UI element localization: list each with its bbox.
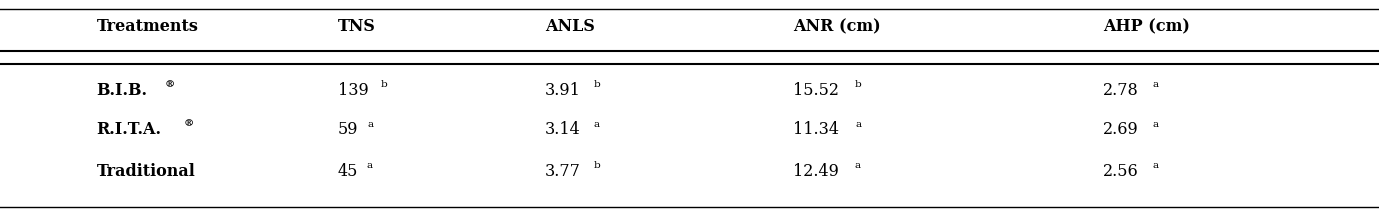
Text: 11.34: 11.34 [793, 121, 838, 138]
Text: b: b [594, 80, 600, 89]
Text: ®: ® [165, 80, 175, 89]
Text: 2.78: 2.78 [1103, 82, 1139, 99]
Text: 59: 59 [338, 121, 359, 138]
Text: a: a [1151, 80, 1158, 89]
Text: ANLS: ANLS [545, 18, 594, 35]
Text: a: a [855, 119, 860, 129]
Text: 139: 139 [338, 82, 368, 99]
Text: TNS: TNS [338, 18, 375, 35]
Text: b: b [855, 80, 862, 89]
Text: 3.91: 3.91 [545, 82, 581, 99]
Text: 15.52: 15.52 [793, 82, 838, 99]
Text: R.I.T.A.: R.I.T.A. [97, 121, 161, 138]
Text: Traditional: Traditional [97, 163, 196, 180]
Text: a: a [367, 119, 374, 129]
Text: 45: 45 [338, 163, 359, 180]
Text: a: a [855, 161, 860, 170]
Text: b: b [381, 80, 387, 89]
Text: AHP (cm): AHP (cm) [1103, 18, 1190, 35]
Text: 12.49: 12.49 [793, 163, 838, 180]
Text: Treatments: Treatments [97, 18, 199, 35]
Text: a: a [1151, 119, 1158, 129]
Text: a: a [1151, 161, 1158, 170]
Text: B.I.B.: B.I.B. [97, 82, 148, 99]
Text: ®: ® [183, 119, 193, 129]
Text: 2.69: 2.69 [1103, 121, 1139, 138]
Text: 2.56: 2.56 [1103, 163, 1139, 180]
Text: a: a [593, 119, 600, 129]
Text: ANR (cm): ANR (cm) [793, 18, 881, 35]
Text: 3.77: 3.77 [545, 163, 581, 180]
Text: 3.14: 3.14 [545, 121, 581, 138]
Text: a: a [367, 161, 374, 170]
Text: b: b [594, 161, 600, 170]
